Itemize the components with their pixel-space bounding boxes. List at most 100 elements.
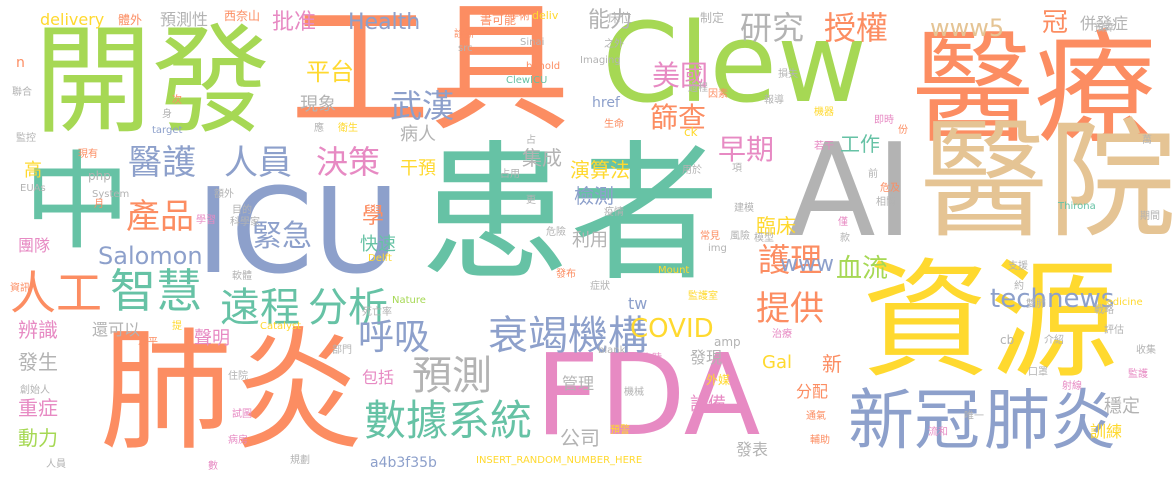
word-cloud-word: 訓練 xyxy=(1090,422,1123,441)
word-cloud-word: 辨識 xyxy=(18,318,58,342)
word-cloud-word: FDA xyxy=(535,331,761,461)
word-cloud-word: 損失 xyxy=(778,69,798,80)
word-cloud-word: href xyxy=(592,95,620,111)
word-cloud-word: 款 xyxy=(840,233,850,244)
word-cloud-word: COVID xyxy=(630,314,714,344)
word-cloud-word: 現象 xyxy=(300,94,336,115)
word-cloud-word: tw xyxy=(628,294,648,313)
word-cloud-word: 占用 xyxy=(500,169,520,180)
word-cloud-word: 住院 xyxy=(228,371,248,382)
word-cloud-word: 設備 xyxy=(690,394,726,415)
word-cloud-word: ICU xyxy=(196,162,400,300)
word-cloud-word: 演算法 xyxy=(570,158,630,182)
word-cloud-word: 聲明 xyxy=(194,328,230,349)
word-cloud-word: 生命 xyxy=(604,119,624,130)
word-cloud-word: 預算 xyxy=(1094,23,1114,34)
word-cloud-word: 唯一 xyxy=(964,411,984,422)
word-cloud-word: AI xyxy=(788,117,914,266)
word-cloud-word: 新 xyxy=(822,352,842,376)
word-cloud-word: 收集 xyxy=(1136,345,1156,356)
word-cloud-word: 雙肺 xyxy=(1026,299,1046,310)
word-cloud-word: 聯合 xyxy=(12,87,32,98)
word-cloud-word: a4b3f35b xyxy=(370,455,437,471)
word-cloud-word: 批准 xyxy=(272,10,317,35)
word-cloud-word: 機械 xyxy=(624,387,644,398)
word-cloud-word: 利用 xyxy=(572,230,608,251)
word-cloud-word: 期間 xyxy=(1140,211,1160,222)
word-cloud-word: 管理 xyxy=(562,374,595,393)
word-cloud-word: 前 xyxy=(868,169,878,180)
word-cloud-word: 醫護 xyxy=(128,143,196,183)
word-cloud-word: amp xyxy=(714,335,741,349)
word-cloud-word: 之外 xyxy=(604,39,624,50)
word-cloud-word: 次 xyxy=(172,95,182,106)
word-cloud-word: 目的 xyxy=(232,205,252,216)
word-cloud-word: 預警 xyxy=(610,425,630,436)
word-cloud-word: 武漢 xyxy=(390,87,455,125)
word-cloud-word: 肺炎 xyxy=(984,382,1116,459)
word-cloud-word: 流和 xyxy=(928,427,948,438)
word-cloud-word: Catalyst xyxy=(260,321,301,332)
word-cloud-word: 部門 xyxy=(332,345,352,356)
word-cloud-word: 資訊 xyxy=(10,283,30,294)
word-cloud-word: 射線 xyxy=(1062,381,1082,392)
word-cloud-word: 床位 xyxy=(608,11,633,25)
word-cloud-word: 發布 xyxy=(556,269,576,280)
word-cloud-word: 模型 xyxy=(754,233,774,244)
word-cloud-word: 冠 xyxy=(1042,8,1069,38)
word-cloud-word: Salomon xyxy=(98,242,203,270)
word-cloud-word: 身 xyxy=(162,109,172,120)
word-cloud-word: 緊急 xyxy=(252,219,312,254)
word-cloud-word: 監護室 xyxy=(688,291,718,302)
word-cloud-word: Imaging xyxy=(580,55,621,66)
word-cloud-word: 項 xyxy=(732,163,742,174)
word-cloud-word: 創始人 xyxy=(20,385,50,396)
word-cloud-word: ClewICU xyxy=(506,75,548,86)
word-cloud-word: 產品 xyxy=(126,197,194,237)
word-cloud-word: 用於 xyxy=(682,165,702,176)
word-cloud-word: 數據 xyxy=(364,396,449,445)
word-cloud-word: 資源 xyxy=(862,247,1119,396)
word-cloud-word: Mount xyxy=(658,265,690,276)
word-cloud-word: 評估 xyxy=(1104,325,1124,336)
word-cloud-word: 危及 xyxy=(880,183,900,194)
word-cloud-word: 病房 xyxy=(228,435,248,446)
word-cloud-word: 報導 xyxy=(764,95,784,106)
word-cloud-word: 學 xyxy=(362,204,385,229)
word-cloud-word: 試圖 xyxy=(232,409,252,420)
word-cloud-word: 人工 xyxy=(10,266,102,320)
word-cloud-word: 相關 xyxy=(876,197,896,208)
word-cloud-word: 決策 xyxy=(316,143,381,181)
word-cloud-word: 診斷 xyxy=(454,29,474,40)
word-cloud-word: Medicine xyxy=(1098,297,1143,308)
word-cloud-word: img xyxy=(708,243,727,254)
word-cloud-word: 美國 xyxy=(652,59,709,92)
word-cloud-word: 預測性 xyxy=(160,10,209,29)
word-cloud-word: 高 xyxy=(24,160,42,181)
word-cloud-word: 水平 xyxy=(138,337,158,348)
word-cloud-word: 平台 xyxy=(306,58,354,86)
word-cloud-word: 制定 xyxy=(700,11,725,25)
word-cloud-word: EUAs xyxy=(20,183,46,194)
word-cloud-word: 遠程 xyxy=(220,285,300,331)
word-cloud-word: INSERT_RANDOM_NUMBER_HERE xyxy=(476,455,643,466)
word-cloud-word: 包括 xyxy=(362,368,395,387)
word-cloud-word: 常見 xyxy=(700,231,720,242)
word-cloud-word: 團隊 xyxy=(18,236,51,255)
word-cloud-word: 手術 xyxy=(508,9,530,22)
word-cloud-word: 病人 xyxy=(400,124,436,145)
word-cloud-word: www5 xyxy=(930,14,1005,42)
word-cloud-word: 開發 xyxy=(34,12,271,150)
word-cloud-word: 若干 xyxy=(814,141,834,152)
word-cloud-word: 學習 xyxy=(196,215,216,226)
word-cloud-word: 分析 xyxy=(308,285,388,331)
word-cloud-word: 監護 xyxy=(1128,369,1148,380)
word-cloud-word: Clew xyxy=(602,0,868,127)
word-cloud-word: 小時 xyxy=(642,353,662,364)
word-cloud-word: 科學家 xyxy=(230,217,260,228)
word-cloud-word: 更 xyxy=(526,195,536,206)
word-cloud-word: 人員 xyxy=(224,143,292,183)
word-cloud-word: 快速 xyxy=(360,234,396,255)
word-cloud-word: Sinai xyxy=(520,37,545,48)
word-cloud-word: 額外 xyxy=(214,189,234,200)
